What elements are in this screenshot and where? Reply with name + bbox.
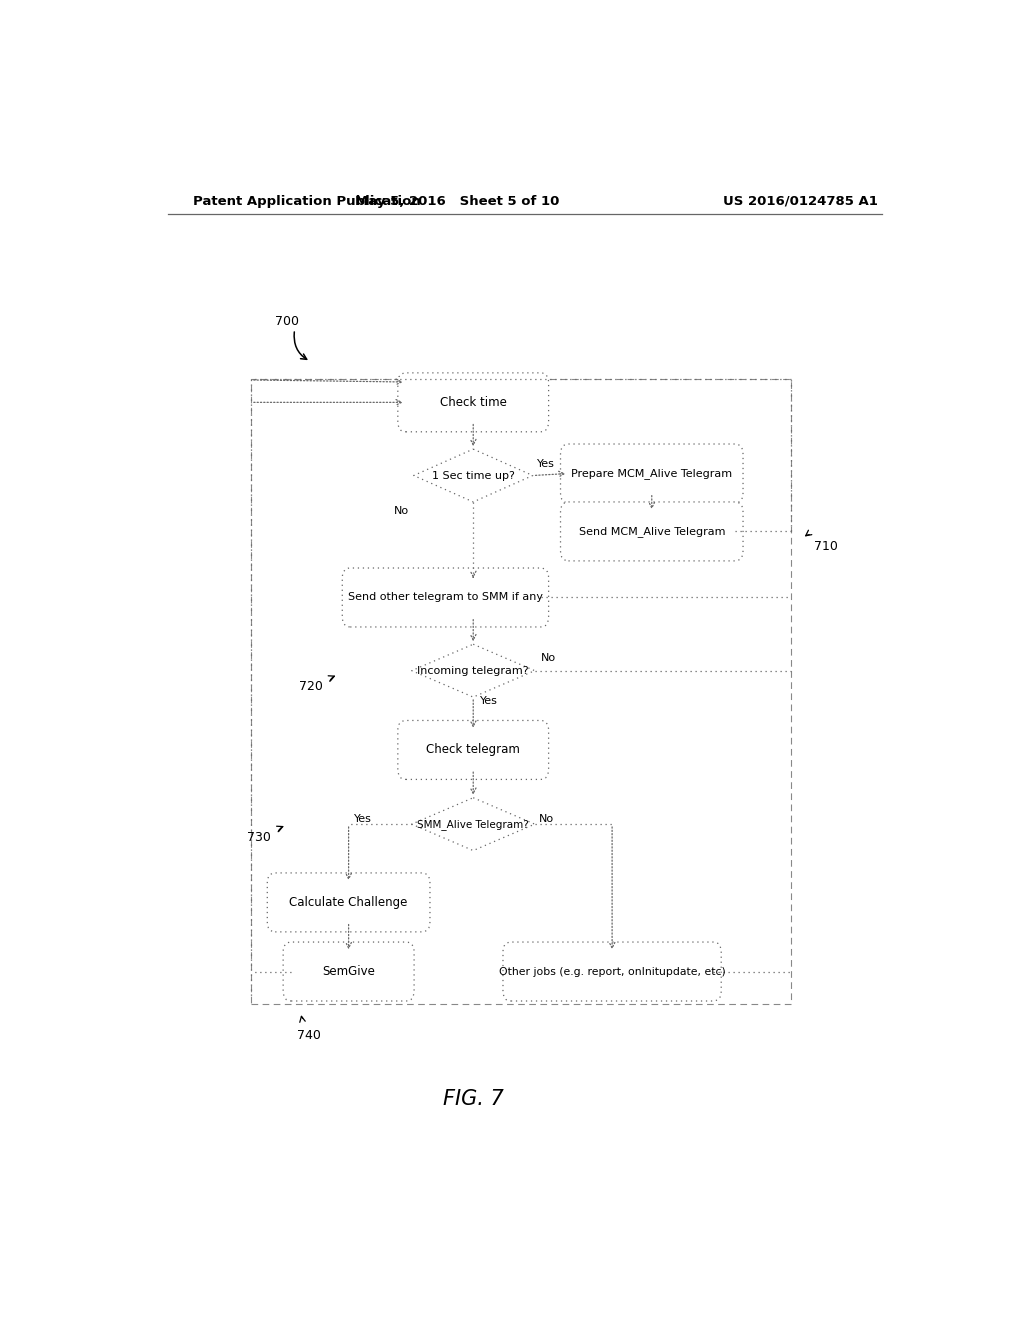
Text: Check telegram: Check telegram (426, 743, 520, 756)
Text: Yes: Yes (479, 696, 498, 706)
Text: 1 Sec time up?: 1 Sec time up? (432, 470, 515, 480)
Text: Incoming telegram?: Incoming telegram? (418, 665, 529, 676)
FancyBboxPatch shape (267, 873, 430, 932)
Text: Calculate Challenge: Calculate Challenge (290, 896, 408, 909)
Polygon shape (414, 449, 532, 502)
FancyBboxPatch shape (560, 502, 743, 561)
Text: Send MCM_Alive Telegram: Send MCM_Alive Telegram (579, 525, 725, 537)
Text: No: No (541, 652, 556, 663)
FancyBboxPatch shape (503, 942, 721, 1001)
Text: No: No (394, 506, 409, 516)
FancyBboxPatch shape (397, 721, 549, 779)
Text: US 2016/0124785 A1: US 2016/0124785 A1 (723, 194, 878, 207)
Polygon shape (412, 644, 535, 697)
Text: Prepare MCM_Alive Telegram: Prepare MCM_Alive Telegram (571, 469, 732, 479)
Text: Other jobs (e.g. report, onInitupdate, etc): Other jobs (e.g. report, onInitupdate, e… (499, 966, 725, 977)
Text: SMM_Alive Telegram?: SMM_Alive Telegram? (418, 818, 529, 829)
Text: SemGive: SemGive (323, 965, 375, 978)
Text: 720: 720 (299, 680, 323, 693)
Text: Yes: Yes (537, 459, 555, 470)
FancyBboxPatch shape (397, 372, 549, 432)
Text: Check time: Check time (439, 396, 507, 409)
Text: 700: 700 (274, 314, 299, 327)
FancyBboxPatch shape (560, 444, 743, 503)
Text: FIG. 7: FIG. 7 (442, 1089, 504, 1109)
Text: No: No (539, 814, 554, 824)
Text: Patent Application Publication: Patent Application Publication (194, 194, 421, 207)
FancyBboxPatch shape (342, 568, 549, 627)
Text: 710: 710 (814, 540, 839, 553)
Text: Yes: Yes (354, 814, 372, 824)
Text: May 5, 2016   Sheet 5 of 10: May 5, 2016 Sheet 5 of 10 (355, 194, 559, 207)
Text: 740: 740 (297, 1030, 321, 1043)
FancyBboxPatch shape (284, 942, 414, 1001)
Text: Send other telegram to SMM if any: Send other telegram to SMM if any (348, 593, 543, 602)
Text: 730: 730 (247, 830, 270, 843)
Polygon shape (412, 797, 535, 850)
